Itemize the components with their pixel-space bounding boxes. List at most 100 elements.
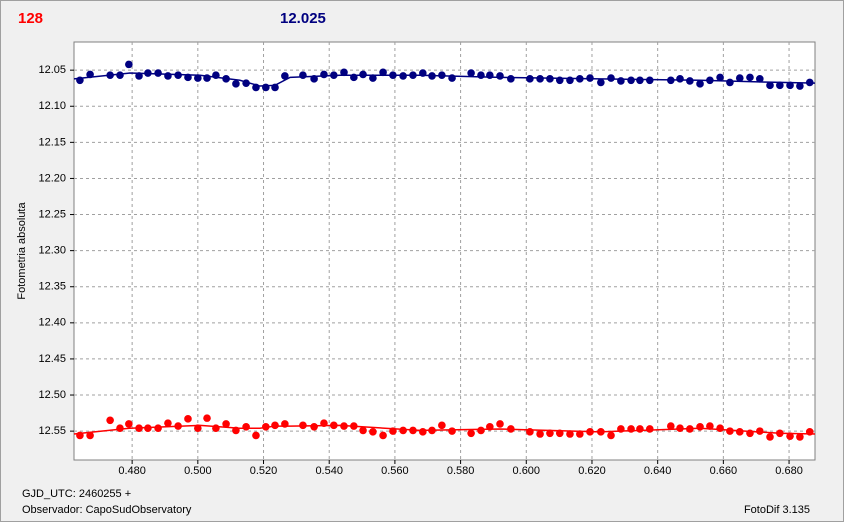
point [786,432,794,440]
point [106,416,114,425]
x-tick-label: 0.640 [644,465,672,477]
point [607,74,615,82]
x-tick-label: 0.580 [447,465,475,477]
point [636,425,644,433]
point [735,428,744,436]
footer-line: Observador: CapoSudObservatory [22,504,192,516]
point [586,428,594,436]
point [526,75,534,83]
point [184,415,192,423]
x-tick-label: 0.620 [578,465,606,477]
y-tick-label: 12.30 [38,245,66,257]
point [706,422,714,430]
point [566,76,574,85]
point [222,75,230,83]
point [164,72,172,80]
point [262,83,270,92]
point [716,73,724,82]
point [222,420,230,428]
x-tick-label: 0.680 [775,465,803,477]
point [805,428,814,436]
x-tick-label: 0.560 [381,465,409,477]
y-tick-label: 12.40 [38,317,66,329]
y-axis-label: Fotometria absoluta [16,202,28,300]
y-tick-label: 12.35 [38,281,66,293]
point [676,75,684,83]
point [389,71,397,80]
point [667,76,675,85]
point [726,427,734,435]
point [340,422,348,430]
point [796,82,804,90]
point [617,425,625,433]
point [252,431,260,440]
point [686,77,694,85]
point [448,427,456,435]
point [766,433,774,441]
point [555,429,564,438]
point [154,69,162,77]
x-tick-label: 0.500 [184,465,212,477]
point [716,424,724,433]
point [546,429,554,438]
footer-line: GJD_UTC: 2460255 + [22,488,131,500]
header-left: 128 [18,10,43,27]
point [262,422,270,431]
point [507,75,515,83]
point [399,426,407,435]
point [746,73,754,82]
point [438,421,446,430]
point [252,83,260,92]
point [696,422,704,431]
point [507,425,515,433]
point [409,71,417,80]
point [477,426,485,435]
point [125,60,133,69]
point [369,428,377,436]
point [409,426,417,435]
point [526,428,534,436]
point [203,414,211,422]
point [645,76,654,85]
point [448,74,456,82]
point [617,77,625,85]
point [369,74,377,82]
point [786,81,794,90]
point [144,424,152,433]
point [144,69,152,77]
point [486,71,494,80]
point [76,431,84,440]
point [627,425,635,433]
point [686,425,694,433]
point [419,428,427,436]
point [486,422,494,431]
x-tick-label: 0.480 [118,465,146,477]
point [242,79,250,87]
point [271,83,279,92]
point [419,69,427,77]
y-tick-label: 12.25 [38,208,66,220]
point [359,426,367,435]
point [379,431,387,440]
point [776,81,784,90]
point [399,72,407,80]
point [796,433,804,441]
point [576,430,584,438]
point [242,422,250,431]
x-tick-label: 0.520 [250,465,278,477]
point [212,71,220,80]
header-right: 12.025 [280,10,326,27]
y-tick-label: 12.55 [38,425,66,437]
point [746,429,754,438]
point [194,74,202,82]
point [726,78,734,87]
point [330,421,338,430]
point [330,71,338,80]
x-tick-label: 0.540 [315,465,343,477]
point [116,71,124,80]
point [320,419,328,427]
point [389,427,397,435]
point [350,422,358,430]
point [536,430,544,438]
